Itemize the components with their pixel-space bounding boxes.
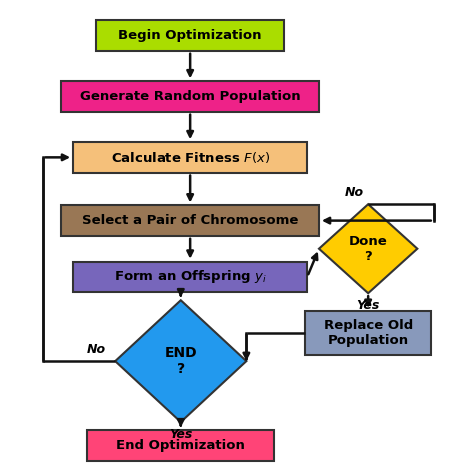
- Text: Select a Pair of Chromosome: Select a Pair of Chromosome: [82, 214, 298, 227]
- Text: Form an Offspring $y_i$: Form an Offspring $y_i$: [114, 268, 267, 285]
- Polygon shape: [319, 204, 417, 293]
- FancyBboxPatch shape: [97, 20, 284, 51]
- FancyBboxPatch shape: [61, 81, 319, 112]
- Text: Yes: Yes: [169, 428, 192, 441]
- Text: Yes: Yes: [356, 299, 380, 312]
- FancyBboxPatch shape: [61, 205, 319, 236]
- Text: No: No: [344, 186, 364, 199]
- Text: Begin Optimization: Begin Optimization: [118, 29, 262, 42]
- Text: Generate Random Population: Generate Random Population: [80, 90, 301, 103]
- Text: Calculate Fitness $F(x)$: Calculate Fitness $F(x)$: [110, 150, 270, 165]
- FancyBboxPatch shape: [73, 142, 307, 173]
- FancyBboxPatch shape: [87, 430, 274, 461]
- Polygon shape: [115, 300, 246, 422]
- Text: Replace Old
Population: Replace Old Population: [324, 319, 413, 347]
- Text: END
?: END ?: [164, 346, 197, 376]
- Text: Done
?: Done ?: [349, 235, 388, 263]
- FancyBboxPatch shape: [73, 262, 307, 292]
- FancyBboxPatch shape: [305, 311, 431, 356]
- Text: No: No: [87, 343, 106, 356]
- Text: End Optimization: End Optimization: [116, 439, 245, 452]
